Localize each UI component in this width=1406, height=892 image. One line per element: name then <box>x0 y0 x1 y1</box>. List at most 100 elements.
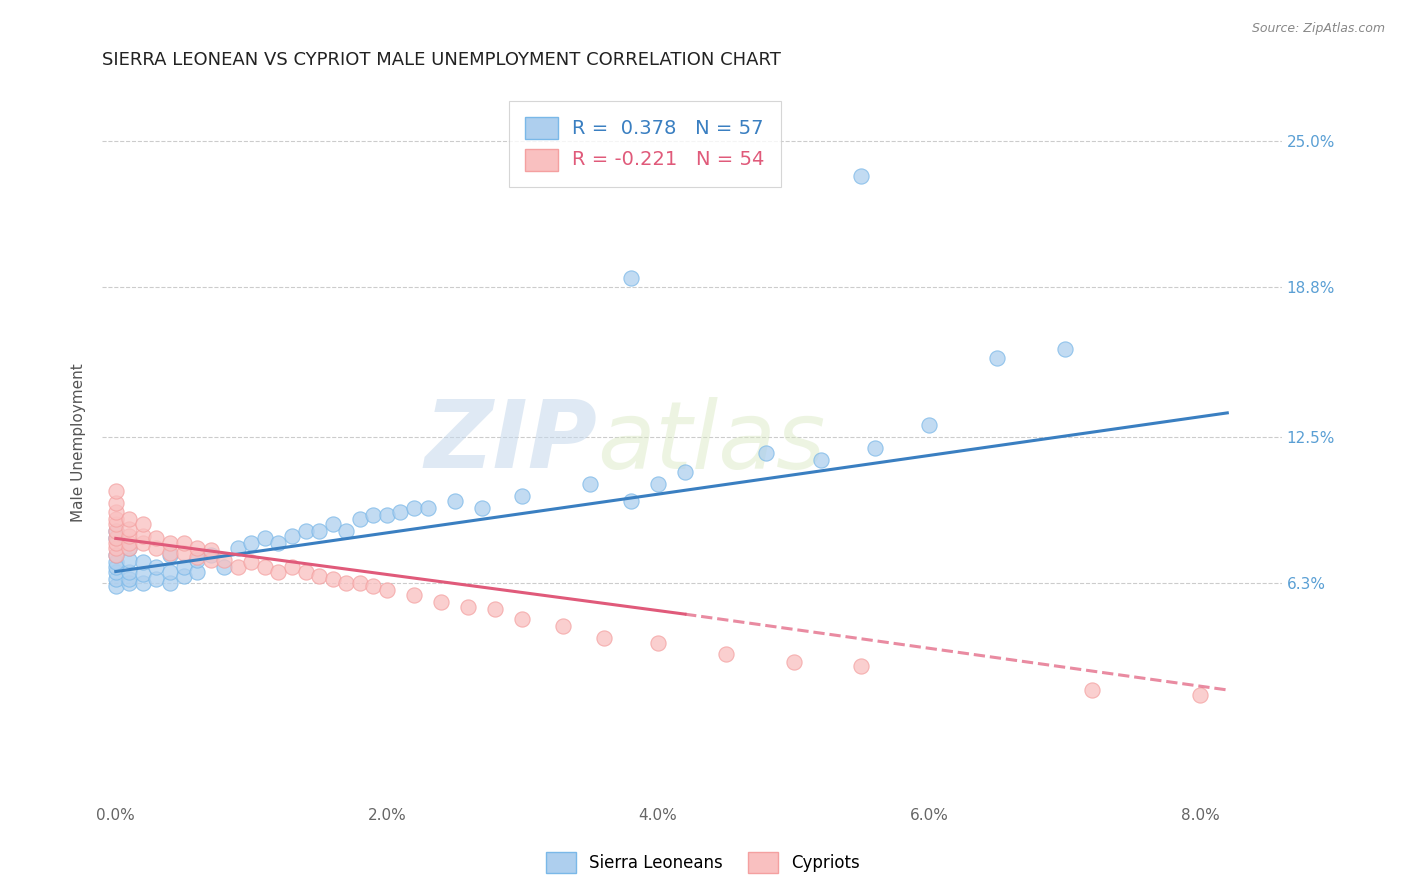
Point <box>240 555 263 569</box>
Point <box>186 552 208 566</box>
Point <box>782 655 804 669</box>
Point <box>335 524 357 539</box>
Point <box>308 569 330 583</box>
Point <box>118 576 141 591</box>
Point <box>118 541 141 555</box>
Point <box>363 579 385 593</box>
Point <box>104 555 127 569</box>
Point <box>159 536 181 550</box>
Point <box>104 532 127 546</box>
Point <box>512 489 534 503</box>
Text: SIERRA LEONEAN VS CYPRIOT MALE UNEMPLOYMENT CORRELATION CHART: SIERRA LEONEAN VS CYPRIOT MALE UNEMPLOYM… <box>103 51 782 69</box>
Point <box>512 612 534 626</box>
Point <box>212 559 235 574</box>
Point <box>104 536 127 550</box>
Point <box>281 529 304 543</box>
Point <box>159 548 181 562</box>
Point <box>416 500 439 515</box>
Point <box>457 600 479 615</box>
Point <box>240 536 263 550</box>
Point <box>132 576 155 591</box>
Point <box>267 565 290 579</box>
Point <box>755 446 778 460</box>
Point <box>186 550 208 565</box>
Point <box>620 271 643 285</box>
Point <box>104 565 127 579</box>
Text: Source: ZipAtlas.com: Source: ZipAtlas.com <box>1251 22 1385 36</box>
Point <box>1080 682 1102 697</box>
Point <box>267 536 290 550</box>
Point <box>851 169 873 183</box>
Point <box>104 579 127 593</box>
Point <box>471 500 494 515</box>
Point <box>118 522 141 536</box>
Point <box>253 559 276 574</box>
Point <box>1189 688 1212 702</box>
Point <box>159 546 181 560</box>
Point <box>294 524 316 539</box>
Point <box>104 483 127 498</box>
Point <box>308 524 330 539</box>
Y-axis label: Male Unemployment: Male Unemployment <box>72 363 86 522</box>
Point <box>145 532 167 546</box>
Point <box>443 493 465 508</box>
Point <box>349 576 371 591</box>
Point <box>118 552 141 566</box>
Point <box>132 555 155 569</box>
Point <box>118 529 141 543</box>
Point <box>620 493 643 508</box>
Point <box>173 569 195 583</box>
Point <box>484 602 506 616</box>
Point <box>132 566 155 581</box>
Point <box>104 548 127 562</box>
Point <box>104 524 127 539</box>
Point <box>349 512 371 526</box>
Point <box>104 532 127 546</box>
Text: atlas: atlas <box>598 397 825 488</box>
Point <box>132 517 155 532</box>
Point <box>104 496 127 510</box>
Point <box>322 517 344 532</box>
Point <box>104 559 127 574</box>
Point <box>118 572 141 586</box>
Point <box>918 417 941 432</box>
Point <box>104 548 127 562</box>
Point <box>551 619 574 633</box>
Point <box>104 512 127 526</box>
Point <box>104 505 127 519</box>
Point <box>132 529 155 543</box>
Point <box>375 583 398 598</box>
Point <box>592 631 614 645</box>
Point <box>104 524 127 539</box>
Point <box>145 572 167 586</box>
Point <box>104 517 127 532</box>
Point <box>294 565 316 579</box>
Point <box>647 635 669 649</box>
Point <box>430 595 453 609</box>
Point <box>159 576 181 591</box>
Point <box>402 500 425 515</box>
Point <box>145 541 167 555</box>
Legend: R =  0.378   N = 57, R = -0.221   N = 54: R = 0.378 N = 57, R = -0.221 N = 54 <box>509 101 780 186</box>
Point <box>402 588 425 602</box>
Point <box>986 351 1008 366</box>
Point <box>145 559 167 574</box>
Point <box>186 565 208 579</box>
Point <box>200 548 222 562</box>
Point <box>118 565 141 579</box>
Point <box>159 565 181 579</box>
Point <box>226 541 249 555</box>
Point <box>1053 342 1076 356</box>
Point <box>118 536 141 550</box>
Point <box>200 543 222 558</box>
Point <box>200 552 222 566</box>
Point <box>863 442 886 456</box>
Point <box>173 546 195 560</box>
Point <box>851 659 873 673</box>
Point <box>281 559 304 574</box>
Text: ZIP: ZIP <box>425 396 598 489</box>
Point <box>104 572 127 586</box>
Point <box>810 453 832 467</box>
Point <box>104 541 127 555</box>
Point <box>673 465 696 479</box>
